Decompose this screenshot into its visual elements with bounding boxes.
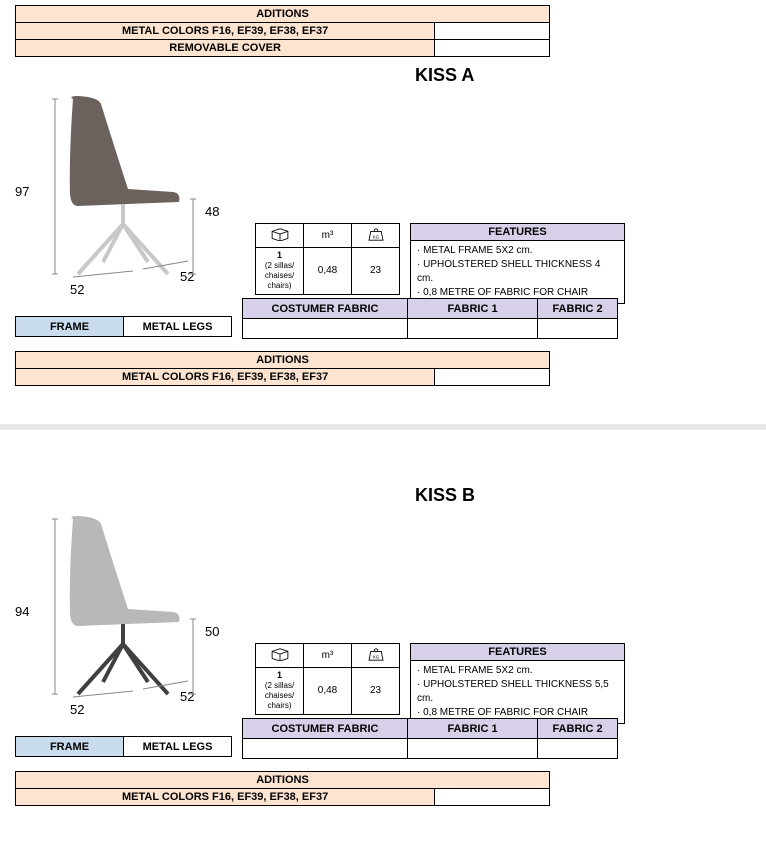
price-header-f2: FABRIC 2 (538, 719, 618, 739)
top-aditions-section: ADITIONS METAL COLORS F16, EF39, EF38, E… (0, 0, 766, 414)
kg-icon-cell: KG (352, 224, 400, 248)
chair-icon (43, 514, 203, 699)
price-header-f1: FABRIC 1 (408, 719, 538, 739)
price-value (538, 319, 618, 339)
svg-text:KG: KG (372, 654, 379, 659)
features-header: FEATURES (411, 224, 625, 241)
qty-cell: 1(2 sillas/chaises/chairs) (256, 248, 304, 295)
aditions-header: ADITIONS (16, 352, 550, 369)
chair-icon (43, 94, 203, 279)
frame-label: FRAME (16, 317, 124, 337)
aditions-table-a: ADITIONS METAL COLORS F16, EF39, EF38, E… (15, 351, 550, 386)
price-row: FRAME METAL LEGS COSTUMER FABRIC FABRIC … (15, 718, 751, 759)
m3-value: 0,48 (304, 668, 352, 715)
product-title: KISS A (415, 65, 751, 86)
m3-header: m³ (304, 224, 352, 248)
price-table: COSTUMER FABRIC FABRIC 1 FABRIC 2 (242, 298, 618, 339)
aditions-row-label: METAL COLORS F16, EF39, EF38, EF37 (16, 789, 435, 806)
section-divider (0, 424, 766, 430)
price-value (243, 739, 408, 759)
aditions-header: ADITIONS (16, 772, 550, 789)
svg-text:KG: KG (372, 234, 379, 239)
spec-area: m³ KG 1(2 sillas/chaises/chairs) 0,48 23… (255, 643, 625, 724)
product-row-b: 94 50 52 52 (15, 514, 751, 724)
feature-line: · METAL FRAME 5X2 cm. (417, 244, 618, 258)
m3-header: m³ (304, 644, 352, 668)
spec-area: m³ KG 1(2 sillas/chaises/chairs) 0,48 23… (255, 223, 625, 304)
feature-line: · METAL FRAME 5X2 cm. (417, 664, 618, 678)
chair-diagram: 97 48 52 52 (15, 94, 230, 304)
features-body: · METAL FRAME 5X2 cm. · UPHOLSTERED SHEL… (411, 661, 625, 724)
aditions-row-value (435, 40, 550, 57)
price-row: FRAME METAL LEGS COSTUMER FABRIC FABRIC … (15, 298, 751, 339)
features-table: FEATURES · METAL FRAME 5X2 cm. · UPHOLST… (410, 223, 625, 304)
aditions-table-b: ADITIONS METAL COLORS F16, EF39, EF38, E… (15, 771, 550, 806)
price-value (538, 739, 618, 759)
kg-icon-cell: KG (352, 644, 400, 668)
kg-value: 23 (352, 248, 400, 295)
mini-spec-table: m³ KG 1(2 sillas/chaises/chairs) 0,48 23 (255, 643, 400, 715)
dim-seat-height: 48 (205, 204, 219, 219)
feature-line: · UPHOLSTERED SHELL THICKNESS 4 cm. (417, 258, 618, 286)
aditions-row-label: METAL COLORS F16, EF39, EF38, EF37 (16, 369, 435, 386)
feature-line: · UPHOLSTERED SHELL THICKNESS 5,5 cm. (417, 678, 618, 706)
features-header: FEATURES (411, 644, 625, 661)
price-table: COSTUMER FABRIC FABRIC 1 FABRIC 2 (242, 718, 618, 759)
dim-depth: 52 (70, 282, 84, 297)
aditions-table-top: ADITIONS METAL COLORS F16, EF39, EF38, E… (15, 5, 550, 57)
aditions-row-value (435, 369, 550, 386)
qty-main: 1 (277, 250, 282, 260)
box-icon-cell (256, 644, 304, 668)
price-header-f2: FABRIC 2 (538, 299, 618, 319)
price-value (408, 319, 538, 339)
dim-height: 97 (15, 184, 29, 199)
price-value (408, 739, 538, 759)
product-b-section: KISS B 94 50 52 52 (0, 440, 766, 834)
price-header-cf: COSTUMER FABRIC (243, 719, 408, 739)
dim-seat-height: 50 (205, 624, 219, 639)
mini-spec-table: m³ KG 1(2 sillas/chaises/chairs) 0,48 23 (255, 223, 400, 295)
aditions-header: ADITIONS (16, 6, 550, 23)
aditions-row-label: METAL COLORS F16, EF39, EF38, EF37 (16, 23, 435, 40)
dim-height: 94 (15, 604, 29, 619)
aditions-row-value (435, 789, 550, 806)
chair-diagram: 94 50 52 52 (15, 514, 230, 724)
features-table: FEATURES · METAL FRAME 5X2 cm. · UPHOLST… (410, 643, 625, 724)
kg-value: 23 (352, 668, 400, 715)
box-icon-cell (256, 224, 304, 248)
dim-depth: 52 (70, 702, 84, 717)
frame-value: METAL LEGS (124, 737, 232, 757)
price-header-f1: FABRIC 1 (408, 299, 538, 319)
product-title: KISS B (415, 485, 751, 506)
price-header-cf: COSTUMER FABRIC (243, 299, 408, 319)
frame-table: FRAME METAL LEGS (15, 316, 232, 337)
features-body: · METAL FRAME 5X2 cm. · UPHOLSTERED SHEL… (411, 241, 625, 304)
aditions-row-label: REMOVABLE COVER (16, 40, 435, 57)
frame-label: FRAME (16, 737, 124, 757)
price-value (243, 319, 408, 339)
product-row-a: 97 48 52 52 (15, 94, 751, 304)
frame-table: FRAME METAL LEGS (15, 736, 232, 757)
aditions-row-value (435, 23, 550, 40)
m3-value: 0,48 (304, 248, 352, 295)
frame-value: METAL LEGS (124, 317, 232, 337)
qty-cell: 1(2 sillas/chaises/chairs) (256, 668, 304, 715)
